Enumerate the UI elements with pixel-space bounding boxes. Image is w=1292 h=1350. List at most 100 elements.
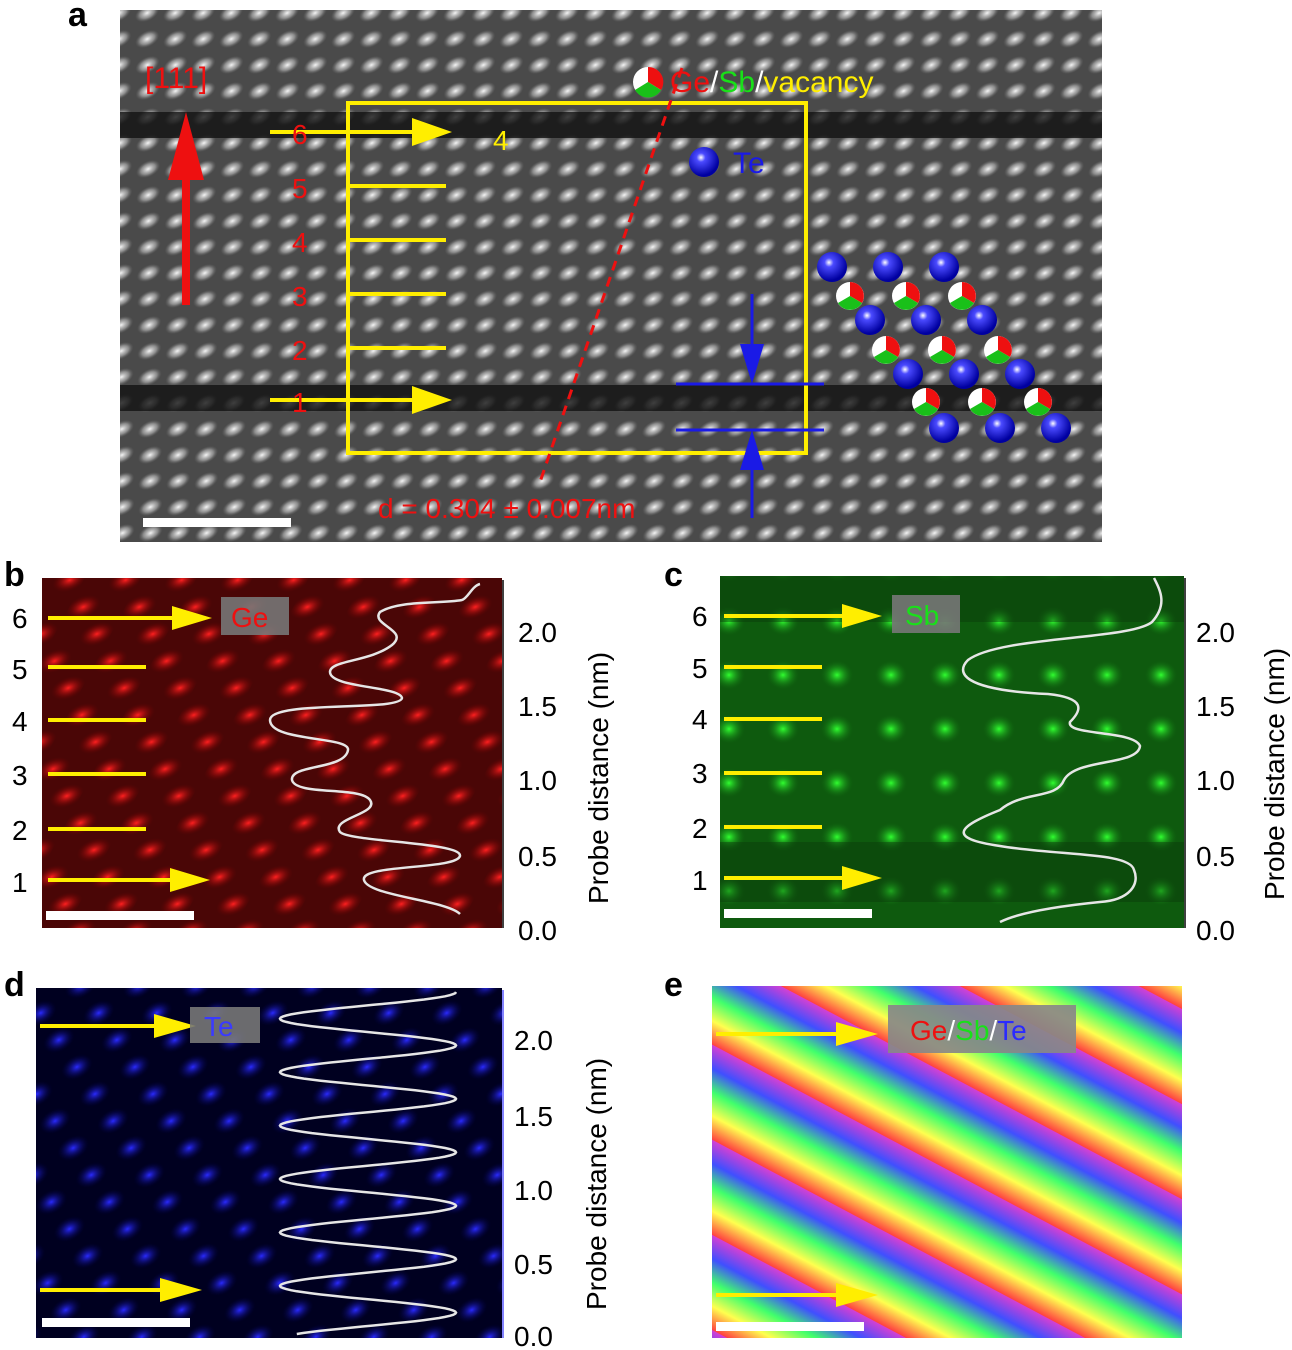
layer-numbers-b: 6 5 4 3 2 1 [12,603,28,898]
panel-label-d: d [4,966,25,1004]
panel-a: [111] 6 5 4 3 2 1 4 Ge/Sb/vacancy Te [120,10,1102,542]
te-atom [929,413,959,443]
d-tick-4: 2.0 [514,1025,553,1056]
panel-d: Te [36,988,502,1338]
layer-num-4: 4 [292,227,308,258]
b-axis-label: Probe distance (nm) [583,652,614,904]
overlay-arrow-bottom-head [836,1283,878,1307]
scale-bar-c [724,909,872,918]
te-arrow-bottom-head [160,1278,202,1302]
te-atom [949,359,979,389]
sb-arrow-6-head [842,604,882,628]
mixed-site-atom [948,282,976,310]
c-layer-1: 1 [692,865,708,896]
c-tick-2: 1.0 [1196,765,1235,796]
c-tick-0: 0.0 [1196,915,1235,946]
te-atom [1005,359,1035,389]
layer-num-3: 3 [292,281,308,312]
vacancy-gap-bottom [120,385,1102,411]
c-tick-4: 2.0 [1196,617,1235,648]
sb-arrow-1-head [842,866,882,890]
mixed-site-atom [928,336,956,364]
overlay-label: Ge/Sb/Te [910,1015,1027,1046]
mixed-site-atom [912,388,940,416]
te-map [36,988,502,1338]
mixed-site-atom [836,282,864,310]
te-atom [893,359,923,389]
te-label: Te [204,1011,234,1042]
b-layer-3: 3 [12,760,28,791]
ge-arrow-1-head [170,868,210,892]
d-tick-1: 0.5 [514,1249,553,1280]
d-tick-2: 1.0 [514,1175,553,1206]
legend-te: Te [733,147,765,180]
te-atom [967,305,997,335]
layer-num-6: 6 [292,119,308,150]
layer-arrow-1-head [412,386,452,414]
ge-label: Ge [231,602,268,633]
vacancy-gap-top [120,112,1102,138]
te-atom [911,305,941,335]
mixed-site-atom [1024,388,1052,416]
ge-map [42,578,502,928]
panel-b: Ge [42,578,502,928]
c-layer-3: 3 [692,758,708,789]
layer-num-1: 1 [292,387,308,418]
te-atom [855,305,885,335]
scale-bar-d [42,1318,190,1327]
twin-boundary-line [538,67,684,483]
mixed-site-ball-icon [633,66,664,98]
ge-label-box [221,597,289,635]
panel-label-c: c [664,556,683,594]
direction-arrow-head [168,112,204,180]
b-tick-1: 0.5 [518,841,557,872]
b-layer-2: 2 [12,815,28,846]
te-profile [278,991,458,1336]
te-ball-icon [689,147,719,177]
sb-label: Sb [905,600,939,631]
layer-num-2: 2 [292,335,308,366]
b-layer-5: 5 [12,654,28,685]
d-tick-3: 1.5 [514,1101,553,1132]
overlay-arrow-top-head [836,1022,878,1046]
quintuple-layer-box [346,101,808,455]
te-atom [817,252,847,282]
b-tick-3: 1.5 [518,691,557,722]
panel-label-b: b [4,556,25,594]
layer-numbers-c: 6 5 4 3 2 1 [692,601,708,896]
panel-label-a: a [68,0,88,34]
panel-label-e: e [664,966,683,1004]
te-atom [1041,413,1071,443]
layer-arrow-6-head [412,118,452,146]
c-layer-5: 5 [692,653,708,684]
c-layer-4: 4 [692,704,708,735]
layer-num-5: 5 [292,173,308,204]
scale-bar-e [716,1322,864,1331]
ge-arrow-6-head [172,606,212,630]
te-atom [873,252,903,282]
panel-e: Ge/Sb/Te [712,986,1182,1338]
b-layer-6: 6 [12,603,28,634]
scale-bar-b [46,911,194,920]
ge-profile [268,582,481,915]
spacing-arrow-up-head [740,430,764,470]
mixed-site-atom [872,336,900,364]
sb-label-box [892,595,960,633]
c-axis-label: Probe distance (nm) [1259,648,1290,900]
te-atom [985,413,1015,443]
d-tick-0: 0.0 [514,1321,553,1350]
b-tick-2: 1.0 [518,765,557,796]
te-atom [929,252,959,282]
b-layer-4: 4 [12,706,28,737]
te-label-box [190,1007,260,1043]
b-tick-0: 0.0 [518,915,557,946]
mixed-site-atom [968,388,996,416]
atomic-model [817,252,1071,443]
legend-mixed: Ge/Sb/vacancy [670,66,873,99]
d-axis-label: Probe distance (nm) [581,1058,612,1310]
scale-bar-a [143,518,291,527]
overlay-label-box [888,1005,1076,1053]
c-tick-1: 0.5 [1196,841,1235,872]
block-count: 4 [493,125,509,156]
